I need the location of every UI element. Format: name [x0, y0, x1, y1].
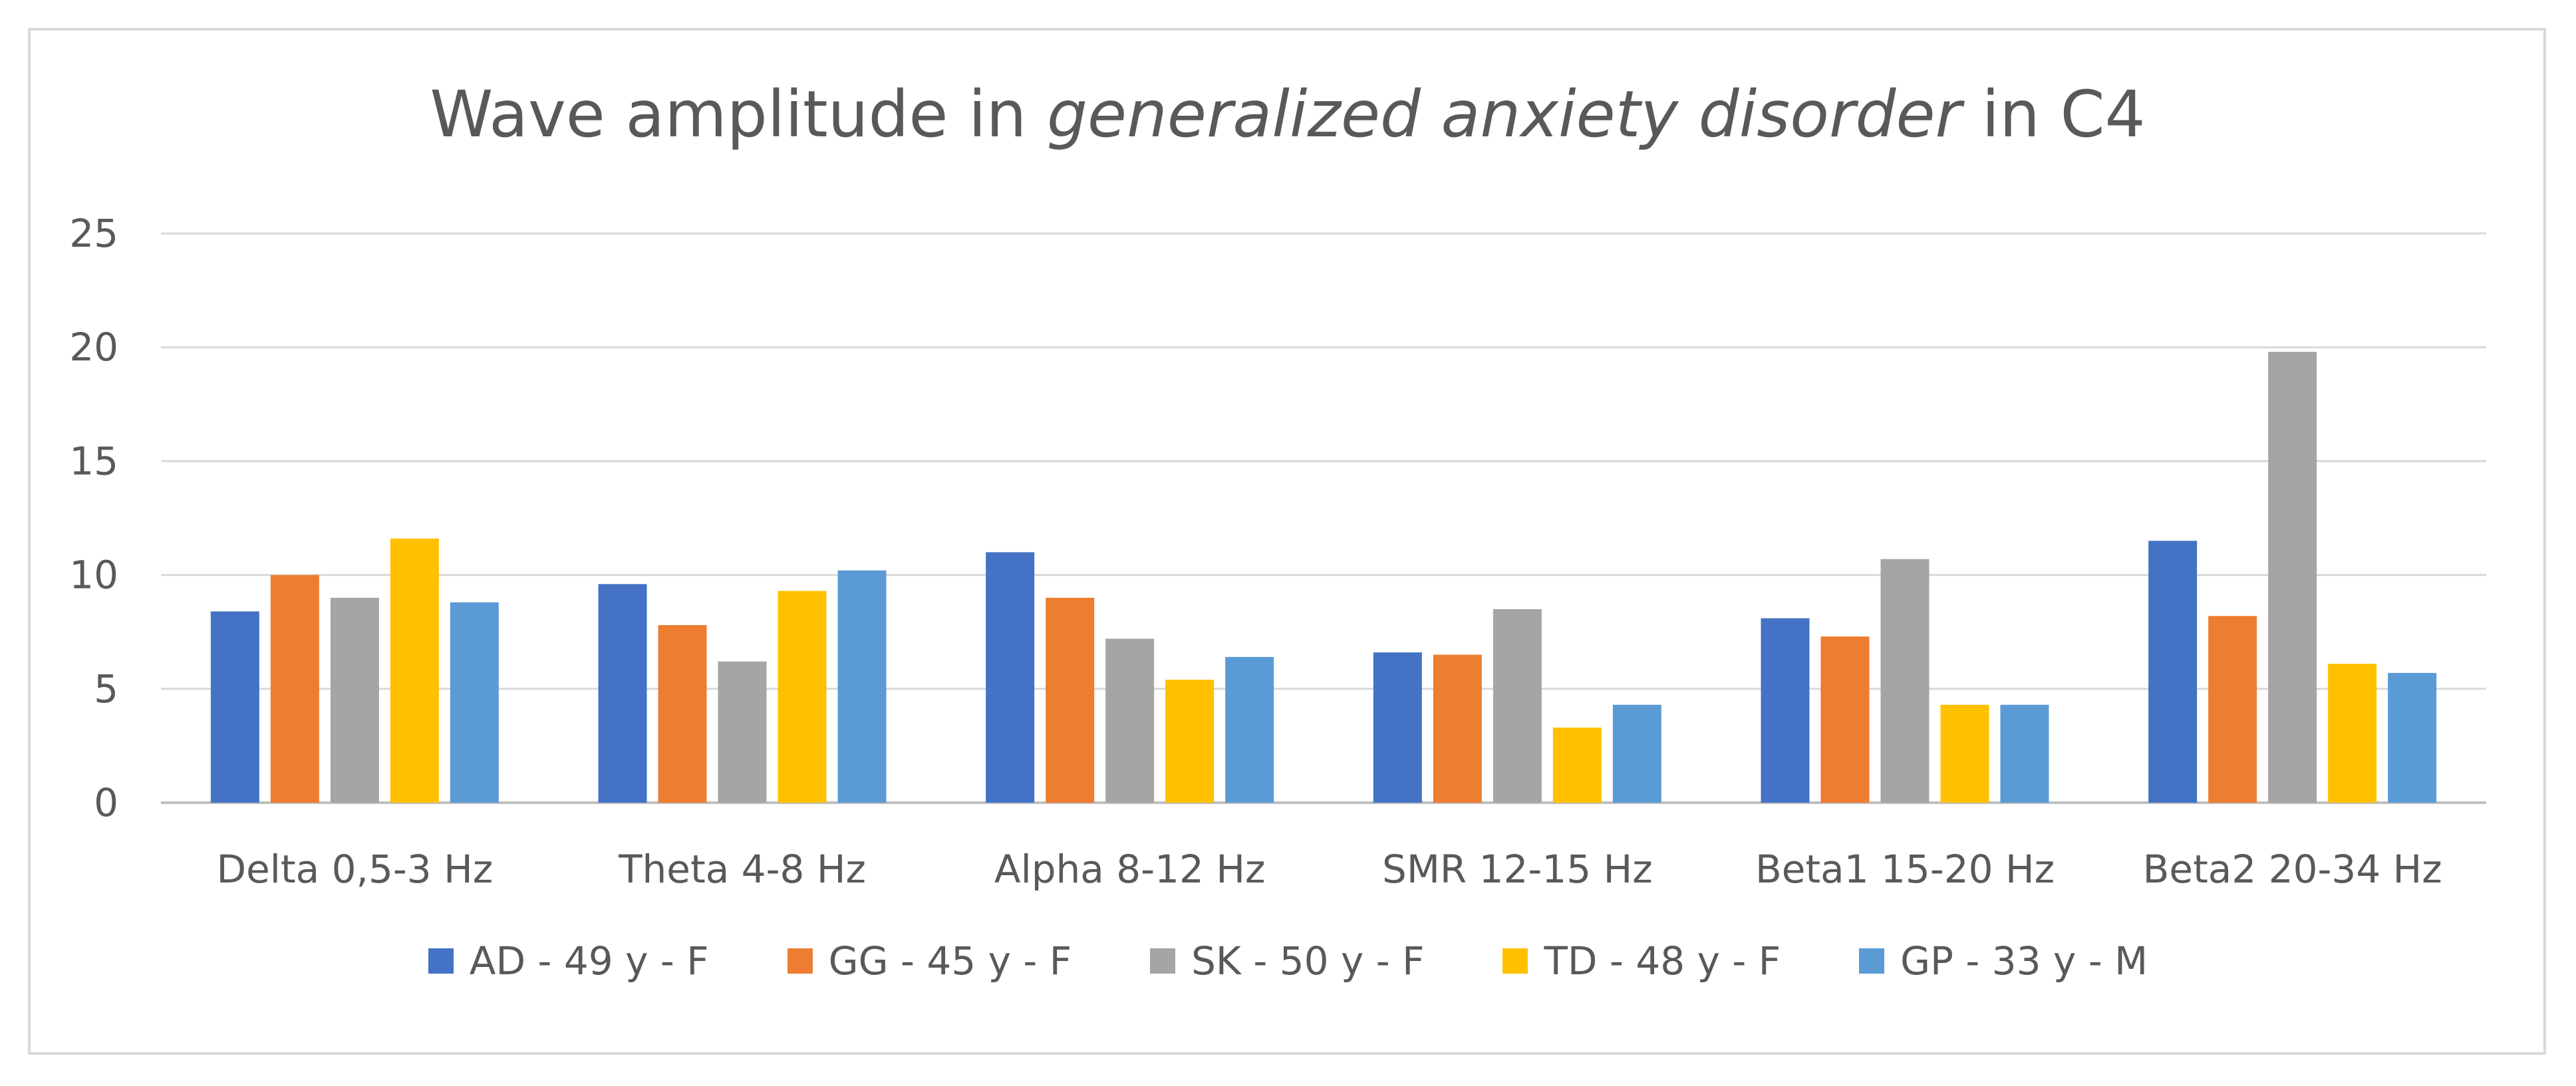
bar	[1880, 559, 1930, 803]
x-tick-label: SMR 12-15 Hz	[1382, 847, 1653, 892]
bar	[1165, 680, 1215, 803]
chart-title: Wave amplitude in generalized anxiety di…	[430, 77, 2145, 152]
y-tick-label: 0	[94, 780, 118, 825]
bar	[2148, 541, 2198, 803]
x-tick-label: Alpha 8-12 Hz	[994, 847, 1265, 892]
chart-frame	[28, 28, 2546, 1055]
chart-title-part: Wave amplitude in	[430, 77, 1047, 152]
bar	[2328, 664, 2377, 803]
bar	[1493, 609, 1542, 803]
bar	[837, 570, 887, 803]
x-tick-label: Beta1 15-20 Hz	[1755, 847, 2055, 892]
y-tick-label: 15	[69, 438, 118, 483]
y-tick-label: 10	[69, 553, 118, 598]
chart-title-part: in C4	[1961, 77, 2146, 152]
bar	[1612, 704, 1661, 803]
y-tick-label: 5	[94, 666, 118, 712]
bar	[270, 575, 319, 803]
bar	[210, 611, 259, 803]
bar	[2000, 704, 2049, 803]
bar	[1820, 636, 1870, 803]
bar	[450, 602, 499, 803]
legend-item: TD - 48 y - F	[1503, 938, 1781, 984]
legend-label: TD - 48 y - F	[1544, 938, 1781, 984]
legend-item: GG - 45 y - F	[787, 938, 1072, 984]
bar	[1940, 704, 1989, 803]
bar	[1552, 728, 1602, 803]
y-tick-label: 20	[69, 325, 118, 370]
legend-item: AD - 49 y - F	[428, 938, 709, 984]
bar	[598, 584, 647, 803]
bar	[2268, 352, 2317, 803]
y-tick-label: 25	[69, 211, 118, 256]
x-tick-label: Beta2 20-34 Hz	[2143, 847, 2442, 892]
bar	[2208, 616, 2257, 803]
legend-item: GP - 33 y - M	[1859, 938, 2148, 984]
bar	[1761, 618, 1810, 803]
bar	[1225, 656, 1274, 803]
legend-swatch	[1150, 948, 1176, 974]
bar	[1046, 597, 1095, 803]
legend-label: GG - 45 y - F	[828, 938, 1072, 984]
y-axis-ticks: 0 5 10 15 20 25	[69, 211, 118, 825]
x-tick-label: Delta 0,5-3 Hz	[216, 847, 493, 892]
legend-swatch	[1503, 948, 1528, 974]
chart-title-part: generalized anxiety disorder	[1047, 77, 1965, 152]
gridlines	[161, 232, 2486, 804]
x-axis-ticks: Delta 0,5-3 Hz Theta 4-8 Hz Alpha 8-12 Hz S…	[216, 847, 2442, 892]
bar	[1373, 652, 1422, 803]
bar	[2388, 672, 2437, 803]
legend-label: AD - 49 y - F	[469, 938, 709, 984]
legend-item: SK - 50 y - F	[1150, 938, 1424, 984]
bar	[718, 661, 767, 803]
legend-label: SK - 50 y - F	[1191, 938, 1425, 984]
bars	[210, 352, 2437, 803]
legend-swatch	[1859, 948, 1885, 974]
bar	[986, 552, 1035, 803]
chart-legend: AD - 49 y - F GG - 45 y - F SK - 50 y - F T…	[0, 924, 2576, 998]
legend-swatch	[428, 948, 454, 974]
bar	[1433, 654, 1482, 803]
bar	[330, 597, 379, 803]
bar	[1105, 638, 1155, 803]
bar	[778, 591, 827, 803]
legend-swatch	[787, 948, 813, 974]
bar	[390, 538, 439, 803]
bar	[658, 624, 707, 803]
legend-label: GP - 33 y - M	[1900, 938, 2148, 984]
x-tick-label: Theta 4-8 Hz	[618, 847, 866, 892]
